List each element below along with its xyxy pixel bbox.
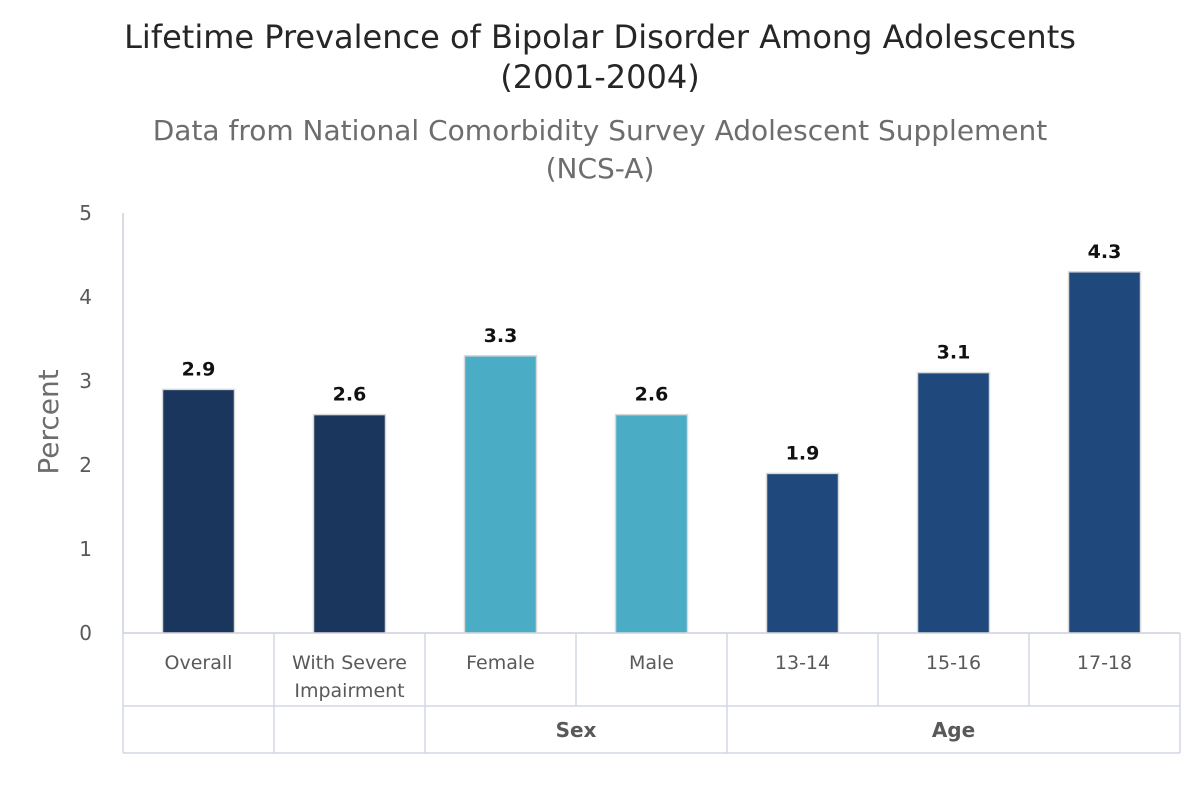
bar-4 xyxy=(765,472,840,634)
data-label-4: 1.9 xyxy=(786,442,820,464)
y-axis-label: Percent xyxy=(32,369,65,474)
y-tick-label: 5 xyxy=(79,201,92,225)
group-label-age: Age xyxy=(932,718,975,742)
category-label-6: 17-18 xyxy=(1077,652,1132,674)
data-label-1: 2.6 xyxy=(333,384,367,406)
category-label-3: Male xyxy=(629,652,674,674)
y-tick-label: 2 xyxy=(79,453,92,477)
y-tick-label: 0 xyxy=(79,621,92,645)
y-tick-label: 4 xyxy=(79,285,92,309)
category-label-4: 13-14 xyxy=(775,652,830,674)
y-tick-label: 1 xyxy=(79,537,92,561)
category-label-1-line-2: Impairment xyxy=(294,680,404,702)
bar-6 xyxy=(1067,271,1142,634)
data-label-2: 3.3 xyxy=(484,325,518,347)
category-label-1: With Severe xyxy=(292,652,407,674)
chart-subtitle-line-2: (NCS-A) xyxy=(546,152,655,185)
chart-subtitle-line-1: Data from National Comorbidity Survey Ad… xyxy=(153,114,1048,147)
bar-2 xyxy=(463,355,538,634)
category-label-0: Overall xyxy=(165,652,233,674)
data-label-6: 4.3 xyxy=(1088,241,1122,263)
plot-area: 0 1 2 3 4 5 2.9 Overall 2.6 With Severe Impairment… xyxy=(79,201,1181,754)
data-label-0: 2.9 xyxy=(182,358,216,380)
bar-3 xyxy=(614,413,689,634)
bar-5 xyxy=(916,371,991,634)
chart-title-line-2: (2001-2004) xyxy=(500,58,699,96)
group-label-sex: Sex xyxy=(556,718,597,742)
data-label-3: 2.6 xyxy=(635,384,669,406)
y-tick-label: 3 xyxy=(79,369,92,393)
data-label-5: 3.1 xyxy=(937,342,971,364)
bar-0 xyxy=(161,388,236,634)
bar-1 xyxy=(312,413,387,634)
chart-title-line-1: Lifetime Prevalence of Bipolar Disorder … xyxy=(124,18,1076,56)
category-label-5: 15-16 xyxy=(926,652,981,674)
category-label-2: Female xyxy=(466,652,535,674)
